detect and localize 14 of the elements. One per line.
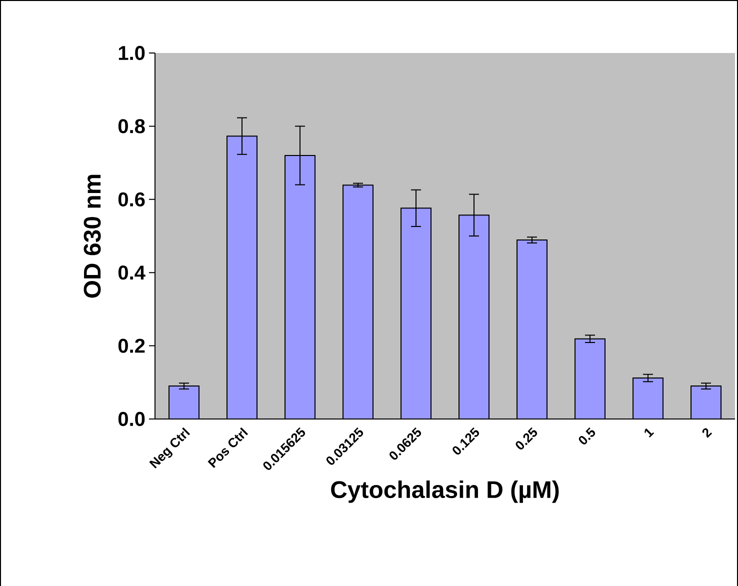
x-tick-label: 2 [702,428,712,438]
y-tick-label: 0.2 [118,338,145,353]
y-tick-label: 0.6 [118,192,145,206]
x-tick-label: 0.5 [578,427,596,444]
y-tick-label: 0.0 [118,412,145,426]
y-tick-label: 1.0 [118,46,145,60]
x-axis-title: Cytochalasin D (µM) [331,480,559,503]
x-tick-label: 1 [644,428,654,438]
y-tick-label: 0.4 [118,266,146,280]
y-tick-label: 0.8 [118,119,145,134]
x-tick-label: 0.25 [516,427,538,450]
x-tick-label: Neg Ctrl [149,427,190,468]
x-tick-label: Pos Ctrl [208,427,248,468]
y-axis-title: OD 630 nm [84,174,101,298]
